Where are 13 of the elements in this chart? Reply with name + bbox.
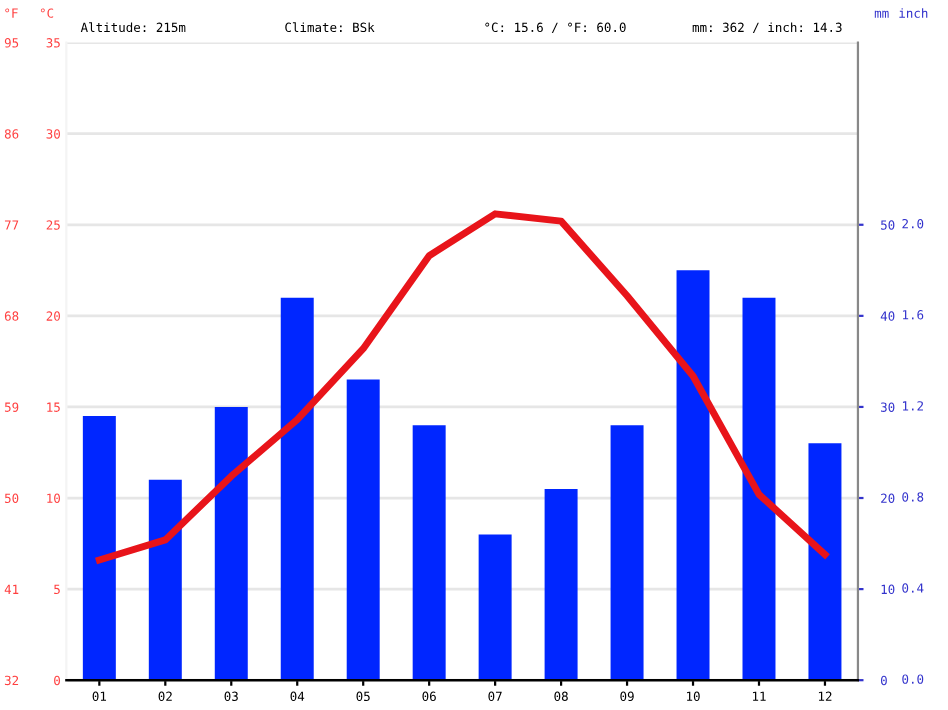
bar (808, 443, 842, 681)
bar (610, 425, 644, 681)
bar (412, 425, 446, 681)
line-series (95, 210, 829, 564)
bar (742, 297, 776, 681)
bar (214, 406, 248, 681)
bar (346, 379, 380, 681)
bar (478, 534, 512, 681)
bar (676, 270, 710, 681)
bar (544, 488, 578, 681)
bar (148, 479, 182, 681)
bar (280, 297, 314, 681)
bar (82, 416, 116, 681)
